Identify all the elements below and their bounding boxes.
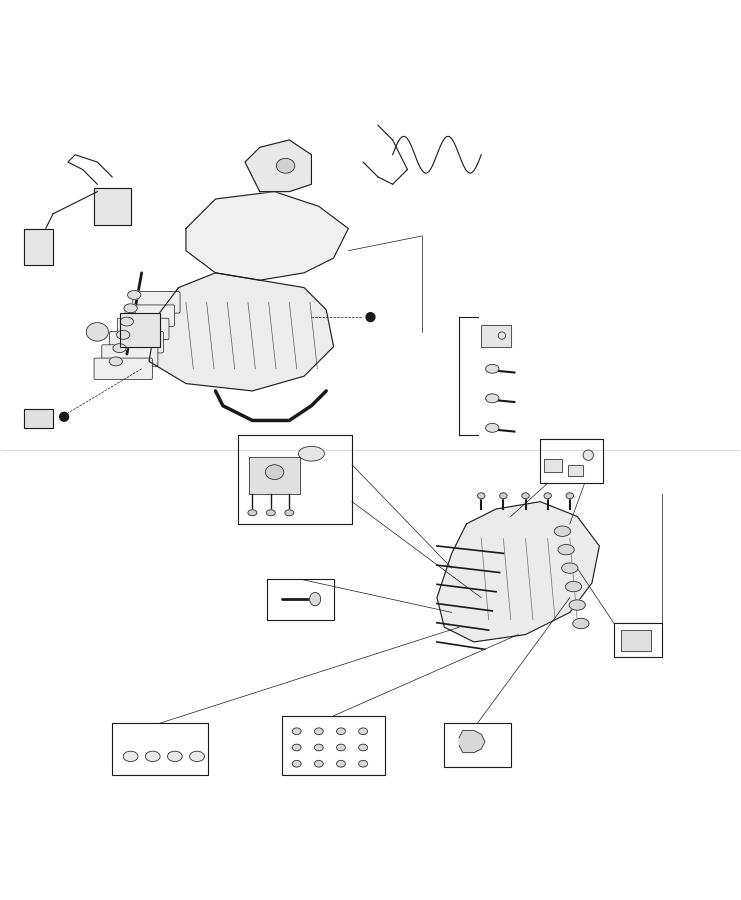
Ellipse shape <box>336 728 345 734</box>
Polygon shape <box>186 192 348 280</box>
Ellipse shape <box>314 760 323 767</box>
Ellipse shape <box>359 760 368 767</box>
Ellipse shape <box>485 394 499 403</box>
FancyBboxPatch shape <box>94 358 153 380</box>
Ellipse shape <box>336 760 345 767</box>
Polygon shape <box>245 140 311 192</box>
Ellipse shape <box>267 509 275 516</box>
Bar <box>268 580 333 620</box>
Ellipse shape <box>565 581 582 591</box>
Ellipse shape <box>120 317 133 326</box>
FancyBboxPatch shape <box>110 331 164 353</box>
Ellipse shape <box>314 744 323 751</box>
Bar <box>568 464 583 476</box>
Ellipse shape <box>265 464 284 480</box>
Ellipse shape <box>109 357 122 365</box>
Bar <box>622 630 651 651</box>
FancyBboxPatch shape <box>125 305 174 327</box>
Bar <box>481 325 511 346</box>
Bar <box>445 723 511 768</box>
Ellipse shape <box>145 752 160 761</box>
Ellipse shape <box>310 592 321 606</box>
Bar <box>24 229 53 266</box>
Ellipse shape <box>336 744 345 751</box>
Ellipse shape <box>190 752 205 761</box>
Ellipse shape <box>127 291 141 300</box>
Ellipse shape <box>123 752 138 761</box>
Ellipse shape <box>569 600 585 610</box>
Bar <box>544 459 562 472</box>
Ellipse shape <box>558 544 574 554</box>
Bar <box>119 313 160 346</box>
Circle shape <box>366 312 375 321</box>
Bar <box>119 313 160 346</box>
Ellipse shape <box>167 752 182 761</box>
Ellipse shape <box>477 493 485 499</box>
Ellipse shape <box>554 526 571 536</box>
Ellipse shape <box>359 728 368 734</box>
FancyBboxPatch shape <box>133 292 180 313</box>
Ellipse shape <box>285 509 293 516</box>
Bar <box>24 410 53 427</box>
Bar <box>540 439 603 483</box>
Ellipse shape <box>562 562 578 573</box>
Polygon shape <box>149 273 333 391</box>
Ellipse shape <box>544 493 551 499</box>
Ellipse shape <box>86 323 108 341</box>
Bar <box>614 624 662 657</box>
Bar <box>282 716 385 775</box>
Ellipse shape <box>522 493 529 499</box>
Ellipse shape <box>113 344 126 353</box>
Bar <box>249 457 300 494</box>
Ellipse shape <box>124 304 137 312</box>
FancyBboxPatch shape <box>102 345 158 366</box>
Circle shape <box>60 412 69 421</box>
Ellipse shape <box>499 493 507 499</box>
Ellipse shape <box>292 728 301 734</box>
Bar <box>481 325 511 346</box>
Bar <box>112 723 208 775</box>
Bar <box>93 188 130 225</box>
Bar <box>24 229 53 266</box>
Bar <box>93 188 130 225</box>
Bar <box>249 457 300 494</box>
Ellipse shape <box>485 423 499 432</box>
Ellipse shape <box>276 158 295 173</box>
Bar <box>238 436 352 524</box>
Ellipse shape <box>292 760 301 767</box>
Polygon shape <box>459 731 485 752</box>
Ellipse shape <box>314 728 323 734</box>
Bar <box>544 459 562 472</box>
Ellipse shape <box>573 618 589 628</box>
Ellipse shape <box>359 744 368 751</box>
Ellipse shape <box>116 330 130 339</box>
Ellipse shape <box>248 509 257 516</box>
Ellipse shape <box>292 744 301 751</box>
FancyBboxPatch shape <box>117 319 169 339</box>
Bar <box>568 464 583 476</box>
Bar <box>24 410 53 427</box>
Ellipse shape <box>566 493 574 499</box>
Circle shape <box>583 450 594 460</box>
Ellipse shape <box>299 446 325 461</box>
Ellipse shape <box>485 364 499 373</box>
Polygon shape <box>437 501 599 642</box>
Bar <box>622 630 651 651</box>
